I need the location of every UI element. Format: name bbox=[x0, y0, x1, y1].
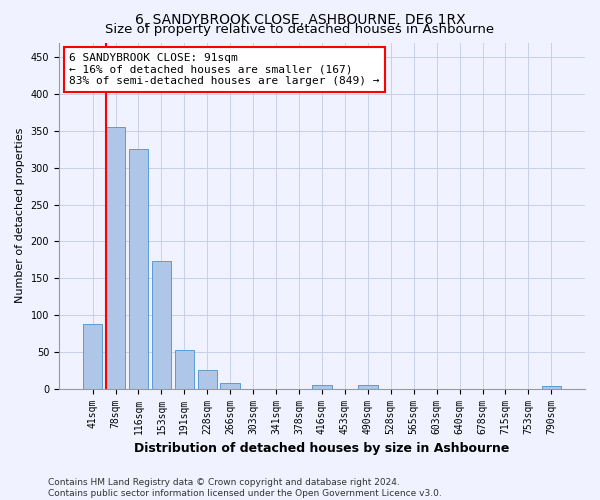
Bar bbox=[220, 383, 240, 388]
Bar bbox=[197, 370, 217, 388]
Text: 6, SANDYBROOK CLOSE, ASHBOURNE, DE6 1RX: 6, SANDYBROOK CLOSE, ASHBOURNE, DE6 1RX bbox=[134, 12, 466, 26]
Text: 6 SANDYBROOK CLOSE: 91sqm
← 16% of detached houses are smaller (167)
83% of semi: 6 SANDYBROOK CLOSE: 91sqm ← 16% of detac… bbox=[70, 53, 380, 86]
Text: Size of property relative to detached houses in Ashbourne: Size of property relative to detached ho… bbox=[106, 22, 494, 36]
Bar bbox=[542, 386, 561, 388]
Bar bbox=[128, 150, 148, 388]
Bar bbox=[83, 324, 103, 388]
X-axis label: Distribution of detached houses by size in Ashbourne: Distribution of detached houses by size … bbox=[134, 442, 509, 455]
Bar bbox=[106, 127, 125, 388]
Bar bbox=[312, 385, 332, 388]
Bar bbox=[175, 350, 194, 389]
Text: Contains HM Land Registry data © Crown copyright and database right 2024.
Contai: Contains HM Land Registry data © Crown c… bbox=[48, 478, 442, 498]
Bar bbox=[152, 260, 171, 388]
Bar bbox=[358, 385, 377, 388]
Y-axis label: Number of detached properties: Number of detached properties bbox=[15, 128, 25, 304]
